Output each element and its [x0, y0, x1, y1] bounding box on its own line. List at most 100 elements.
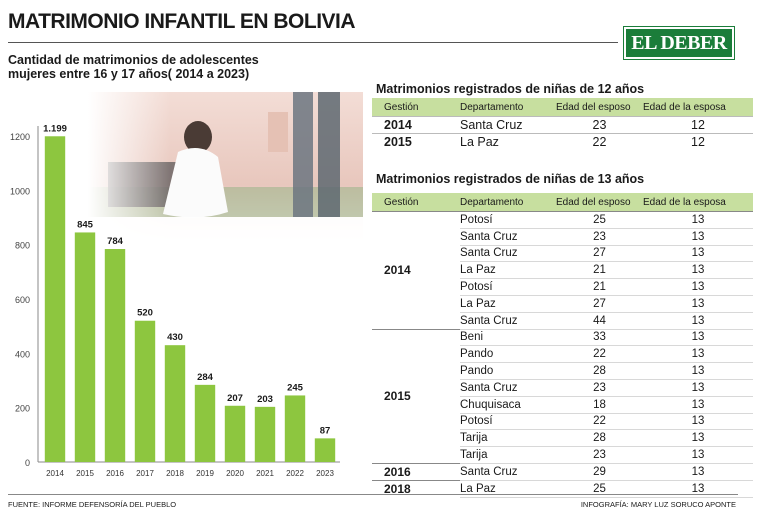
table-cell: 22: [556, 132, 643, 150]
year-cell: 2016: [372, 462, 460, 481]
title-divider: [8, 42, 618, 43]
table-cell: La Paz: [460, 261, 556, 280]
table-cell: 2014: [372, 116, 460, 134]
table-cell: Tarija: [460, 446, 556, 464]
table-row: Pando 22 13: [372, 345, 753, 364]
y-tick-label: 400: [15, 349, 30, 359]
col-header-edad-esposa: Edad de la esposa: [643, 193, 753, 212]
x-tick-label: 2014: [46, 469, 64, 478]
bar: [284, 395, 306, 462]
table-cell: Tarija: [460, 429, 556, 448]
table-cell: La Paz: [460, 132, 556, 150]
x-tick-label: 2018: [166, 469, 184, 478]
y-tick-label: 800: [15, 241, 30, 251]
table-cell: 13: [643, 446, 753, 464]
table-cell: 27: [556, 295, 643, 313]
col-header-departamento: Departamento: [460, 193, 556, 212]
year-cell: 2014: [372, 211, 460, 330]
table-cell: Potosí: [460, 211, 556, 229]
table-cell: Chuquisaca: [460, 396, 556, 414]
x-tick-label: 2015: [76, 469, 94, 478]
table-row: Pando 28 13: [372, 362, 753, 380]
table12-title: Matrimonios registrados de niñas de 12 a…: [376, 82, 645, 96]
table-cell: Pando: [460, 345, 556, 364]
y-tick-label: 600: [15, 295, 30, 305]
table-cell: 29: [556, 462, 643, 481]
col-header-gestion: Gestión: [372, 98, 460, 117]
table-cell: 12: [643, 116, 753, 134]
bar: [314, 438, 336, 462]
x-tick-label: 2022: [286, 469, 304, 478]
year-cell: 2015: [372, 328, 460, 464]
table-cell: Santa Cruz: [460, 228, 556, 246]
table-cell: 23: [556, 228, 643, 246]
table-cell: Santa Cruz: [460, 462, 556, 481]
table-cell: 23: [556, 446, 643, 464]
data-label: 845: [77, 219, 94, 230]
table-cell: 13: [643, 362, 753, 380]
bar: [224, 405, 246, 462]
x-tick-label: 2020: [226, 469, 244, 478]
table-cell: 13: [643, 429, 753, 448]
data-label: 1.199: [43, 123, 67, 134]
footer-divider: [8, 494, 738, 495]
table-row: Santa Cruz 23 13: [372, 228, 753, 246]
table-cell: 13: [643, 211, 753, 229]
table-cell: 13: [643, 345, 753, 364]
page-title: MATRIMONIO INFANTIL EN BOLIVIA: [8, 10, 356, 33]
data-label: 87: [320, 425, 331, 436]
table-cell: La Paz: [460, 479, 556, 498]
y-tick-label: 1200: [10, 132, 30, 142]
table-cell: Potosí: [460, 278, 556, 296]
illustration-photo: [88, 92, 363, 247]
data-label: 284: [197, 372, 214, 383]
chart-title: Cantidad de matrimonios de adolescentes …: [8, 53, 259, 81]
table-cell: 13: [643, 261, 753, 280]
table-cell: 23: [556, 379, 643, 397]
table-cell: 23: [556, 116, 643, 134]
table-cell: 13: [643, 278, 753, 296]
table-13-years: Gestión Departamento Edad del esposo Eda…: [372, 193, 753, 498]
data-label: 430: [167, 332, 183, 343]
credit-note: INFOGRAFÍA: MARY LUZ SORUCO APONTE: [580, 500, 736, 509]
table-cell: 22: [556, 413, 643, 431]
table-row: La Paz 27 13: [372, 295, 753, 313]
x-tick-label: 2023: [316, 469, 334, 478]
table-row: Chuquisaca 18 13: [372, 396, 753, 414]
table-row: Santa Cruz 23 13: [372, 379, 753, 397]
table-cell: 13: [643, 413, 753, 431]
table-cell: 13: [643, 228, 753, 246]
x-tick-label: 2021: [256, 469, 274, 478]
y-tick-label: 1000: [10, 186, 30, 196]
bar: [164, 345, 186, 462]
x-tick-label: 2017: [136, 469, 154, 478]
y-tick-label: 0: [25, 458, 30, 468]
x-tick-label: 2016: [106, 469, 124, 478]
table-12-years: Gestión Departamento Edad del esposo Eda…: [372, 98, 753, 150]
table-cell: 21: [556, 278, 643, 296]
table-cell: 13: [643, 462, 753, 481]
table-row: Santa Cruz 27 13: [372, 245, 753, 263]
table-row: 2018 La Paz 25 13: [372, 479, 753, 498]
table-cell: 44: [556, 312, 643, 330]
table-cell: 28: [556, 429, 643, 448]
data-label: 203: [257, 394, 273, 405]
table-cell: 2015: [372, 132, 460, 150]
table-cell: 22: [556, 345, 643, 364]
table-cell: 13: [643, 312, 753, 330]
table-cell: 13: [643, 479, 753, 498]
data-label: 520: [137, 308, 153, 319]
bar: [134, 320, 156, 462]
col-header-departamento: Departamento: [460, 98, 556, 117]
col-header-edad-esposo: Edad del esposo: [556, 193, 643, 212]
table-cell: Santa Cruz: [460, 379, 556, 397]
x-tick-label: 2019: [196, 469, 214, 478]
table-row: 2014 Santa Cruz 23 12: [372, 116, 753, 134]
data-label: 207: [227, 393, 243, 404]
table-cell: 33: [556, 328, 643, 347]
table-cell: Santa Cruz: [460, 245, 556, 263]
col-header-edad-esposa: Edad de la esposa: [643, 98, 753, 117]
table-cell: 12: [643, 132, 753, 150]
table-cell: 28: [556, 362, 643, 380]
table-cell: Beni: [460, 328, 556, 347]
